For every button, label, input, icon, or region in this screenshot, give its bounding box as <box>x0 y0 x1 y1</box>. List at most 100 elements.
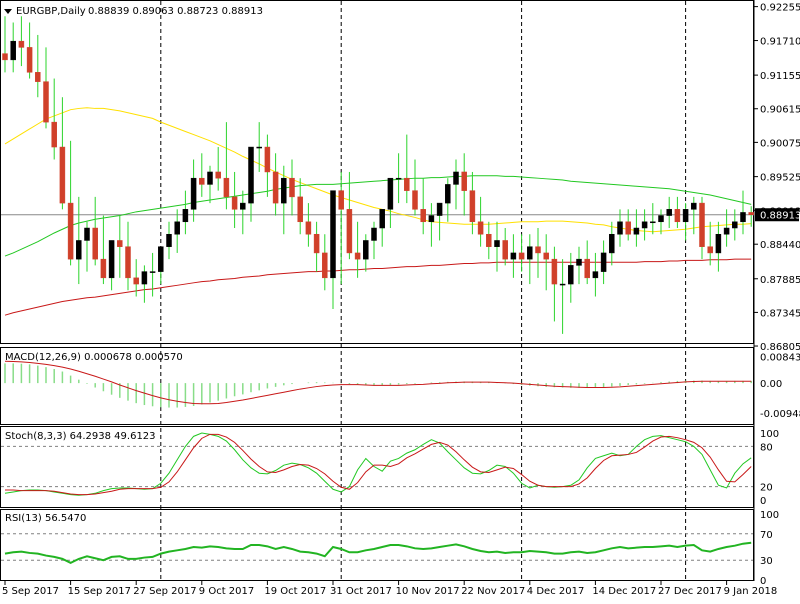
candle-body <box>272 171 279 204</box>
candle-body <box>59 146 66 204</box>
candle-body <box>190 177 197 210</box>
candle-body <box>609 233 615 254</box>
candle-body <box>338 190 344 210</box>
candle-body <box>67 202 74 260</box>
current-price-marker <box>755 208 799 222</box>
candle-body <box>453 171 459 185</box>
candle-body <box>387 177 394 210</box>
candle-body <box>248 146 254 204</box>
candle-body <box>395 177 402 180</box>
current-price-label: 0.88913 <box>760 211 800 222</box>
rsi-layer <box>1 533 753 564</box>
candle-body <box>584 258 590 279</box>
candle-body <box>330 190 336 279</box>
candle-body <box>625 221 631 235</box>
moving-average-line <box>4 107 752 233</box>
candle-body <box>174 221 180 235</box>
candle-body <box>748 212 754 215</box>
price-tick-label: 0.89525 <box>760 173 800 184</box>
stoch-signal-line <box>5 433 752 496</box>
date-tick-label: 27 Dec 2017 <box>658 586 722 597</box>
candle-body <box>600 252 607 272</box>
macd-signal-line <box>4 360 752 405</box>
macd-tick-label: 0.008434 <box>760 353 800 364</box>
candle-body <box>363 240 369 260</box>
candle-body <box>477 221 484 235</box>
ohlc-label: 0.88839 0.89063 0.88723 0.88913 <box>88 6 263 17</box>
candle-body <box>412 190 418 210</box>
moving-average-line <box>4 175 752 257</box>
candle-body <box>559 283 566 286</box>
candle-body <box>305 221 312 235</box>
candle-body <box>535 246 541 254</box>
candle-body <box>445 184 451 204</box>
candle-body <box>289 177 295 198</box>
candle-body <box>568 265 574 285</box>
candle-body <box>43 81 49 123</box>
date-tick-label: 15 Sep 2017 <box>68 586 131 597</box>
rsi-title: RSI(13) 56.5470 <box>5 513 86 524</box>
candle-body <box>125 246 131 279</box>
candle-body <box>35 72 41 82</box>
candle-body <box>371 227 377 241</box>
candle-body <box>2 53 8 61</box>
candle-body <box>207 171 213 185</box>
candle-body <box>18 40 25 48</box>
candle-body <box>100 258 107 279</box>
candle-body <box>141 271 148 285</box>
candle-body <box>658 215 664 223</box>
candle-body <box>346 209 353 254</box>
candle-body <box>158 246 164 272</box>
price-tick-label: 0.91710 <box>760 37 800 48</box>
moving-average-layer <box>4 107 752 316</box>
candle-body <box>518 252 525 260</box>
macd-tick-label: 0.00 <box>760 379 782 390</box>
candle-body <box>76 240 82 260</box>
dropdown-arrow-icon[interactable] <box>4 9 12 14</box>
rsi-tick-label: 70 <box>760 530 773 541</box>
symbol-label: EURGBP,Daily <box>16 6 86 17</box>
stoch-tick-label: 80 <box>760 442 773 453</box>
candle-body <box>691 202 697 210</box>
price-tick-label: 0.90075 <box>760 138 800 149</box>
date-tick-label: 22 Nov 2017 <box>461 586 525 597</box>
candle-body <box>182 209 189 223</box>
rsi-line <box>4 541 752 564</box>
candle-body <box>215 171 221 179</box>
price-tick-label: 0.91155 <box>760 71 800 82</box>
rsi-tick-label: 100 <box>760 510 779 521</box>
candle-body <box>486 233 492 247</box>
date-tick-label: 10 Nov 2017 <box>396 586 460 597</box>
candle-body <box>666 209 672 216</box>
price-tick-label: 0.92255 <box>760 3 800 14</box>
candle-body <box>576 258 582 266</box>
candle-body <box>428 215 435 223</box>
date-tick-label: 14 Dec 2017 <box>592 586 656 597</box>
date-tick-label: 31 Oct 2017 <box>330 586 392 597</box>
candle-body <box>354 252 361 260</box>
macd-title: MACD(12,26,9) 0.000678 0.000570 <box>5 352 183 363</box>
price-tick-label: 0.87345 <box>760 308 800 319</box>
candle-body <box>527 246 533 260</box>
candle-body <box>51 121 57 148</box>
candle-body <box>379 209 385 229</box>
price-tick-label: 0.86805 <box>760 342 800 353</box>
rsi-pane <box>0 509 754 581</box>
stoch-title: Stoch(8,3,3) 64.2938 49.6123 <box>5 431 156 442</box>
price-tick-label: 0.87885 <box>760 275 800 286</box>
stoch-tick-label: 100 <box>760 429 779 440</box>
candle-body <box>502 240 508 260</box>
candle-body <box>84 227 90 241</box>
candle-body <box>240 202 246 210</box>
candle-body <box>322 252 328 279</box>
candle-body <box>26 47 33 73</box>
candle-body <box>404 177 410 191</box>
stoch-tick-label: 20 <box>760 483 773 494</box>
stoch-tick-label: 0 <box>760 496 766 507</box>
candle-body <box>264 146 271 173</box>
candle-body <box>510 252 517 260</box>
date-tick-label: 27 Sep 2017 <box>133 586 196 597</box>
grid-layer <box>1 1 754 580</box>
candle-body <box>133 277 139 285</box>
